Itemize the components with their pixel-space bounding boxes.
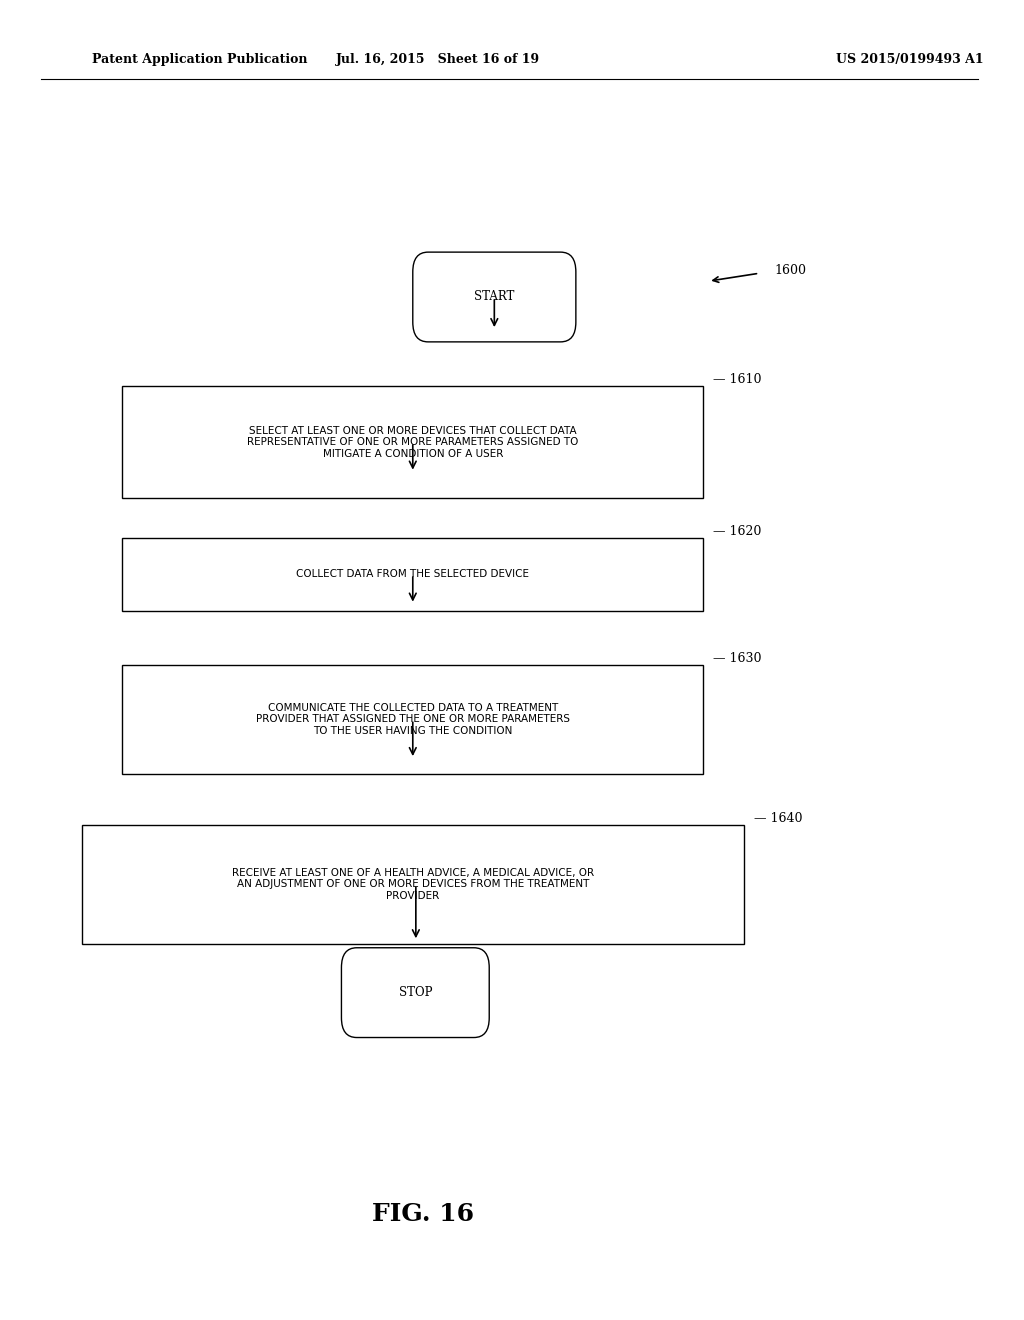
Text: STOP: STOP [398, 986, 432, 999]
Text: FIG. 16: FIG. 16 [372, 1203, 474, 1226]
FancyBboxPatch shape [122, 539, 703, 610]
Text: START: START [474, 290, 514, 304]
Text: — 1610: — 1610 [714, 374, 762, 385]
FancyBboxPatch shape [413, 252, 575, 342]
Text: — 1620: — 1620 [714, 525, 762, 537]
Text: 1600: 1600 [774, 264, 807, 277]
Text: — 1630: — 1630 [714, 652, 762, 665]
Text: Patent Application Publication: Patent Application Publication [92, 53, 307, 66]
Text: Jul. 16, 2015   Sheet 16 of 19: Jul. 16, 2015 Sheet 16 of 19 [336, 53, 541, 66]
Text: SELECT AT LEAST ONE OR MORE DEVICES THAT COLLECT DATA
REPRESENTATIVE OF ONE OR M: SELECT AT LEAST ONE OR MORE DEVICES THAT… [247, 425, 579, 459]
Text: — 1640: — 1640 [755, 812, 803, 825]
Text: US 2015/0199493 A1: US 2015/0199493 A1 [836, 53, 983, 66]
FancyBboxPatch shape [341, 948, 489, 1038]
FancyBboxPatch shape [122, 665, 703, 774]
FancyBboxPatch shape [82, 825, 744, 944]
Text: COLLECT DATA FROM THE SELECTED DEVICE: COLLECT DATA FROM THE SELECTED DEVICE [296, 569, 529, 579]
FancyBboxPatch shape [122, 385, 703, 498]
Text: RECEIVE AT LEAST ONE OF A HEALTH ADVICE, A MEDICAL ADVICE, OR
AN ADJUSTMENT OF O: RECEIVE AT LEAST ONE OF A HEALTH ADVICE,… [231, 867, 594, 902]
Text: COMMUNICATE THE COLLECTED DATA TO A TREATMENT
PROVIDER THAT ASSIGNED THE ONE OR : COMMUNICATE THE COLLECTED DATA TO A TREA… [256, 702, 569, 737]
